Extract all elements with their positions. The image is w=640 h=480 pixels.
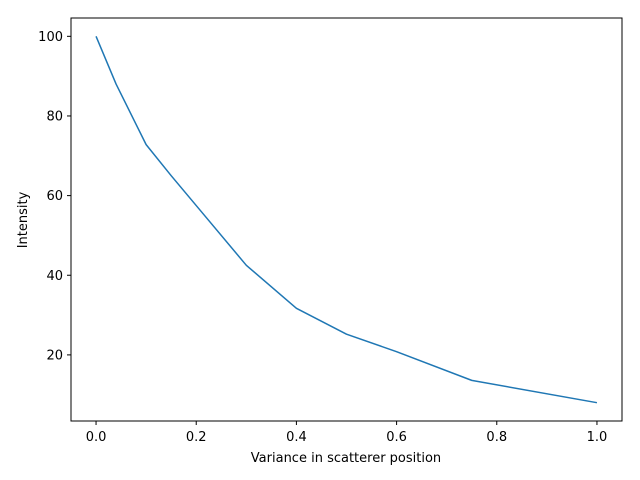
x-tick-label: 1.0 <box>587 430 608 445</box>
series-line <box>95 36 598 404</box>
y-tick-label: 100 <box>38 30 63 45</box>
x-tick-label: 0.2 <box>186 430 207 445</box>
x-axis-ticks: 0.0 0.2 0.4 0.6 0.8 1.0 <box>86 421 608 445</box>
y-tick-label: 80 <box>46 109 63 124</box>
x-tick-label: 0.8 <box>486 430 507 445</box>
plot-frame <box>70 17 623 422</box>
y-tick-label: 60 <box>46 189 63 204</box>
plot-area <box>71 18 622 421</box>
series-layer <box>95 36 598 404</box>
y-axis-label: Intensity <box>16 191 31 248</box>
x-axis-label: Variance in scatterer position <box>251 451 441 466</box>
y-tick-label: 20 <box>46 348 63 363</box>
x-tick-label: 0.4 <box>286 430 307 445</box>
y-axis-ticks: 20 40 60 80 100 <box>38 30 71 363</box>
x-tick-label: 0.6 <box>386 430 407 445</box>
y-tick-label: 40 <box>46 269 63 284</box>
x-tick-label: 0.0 <box>86 430 107 445</box>
